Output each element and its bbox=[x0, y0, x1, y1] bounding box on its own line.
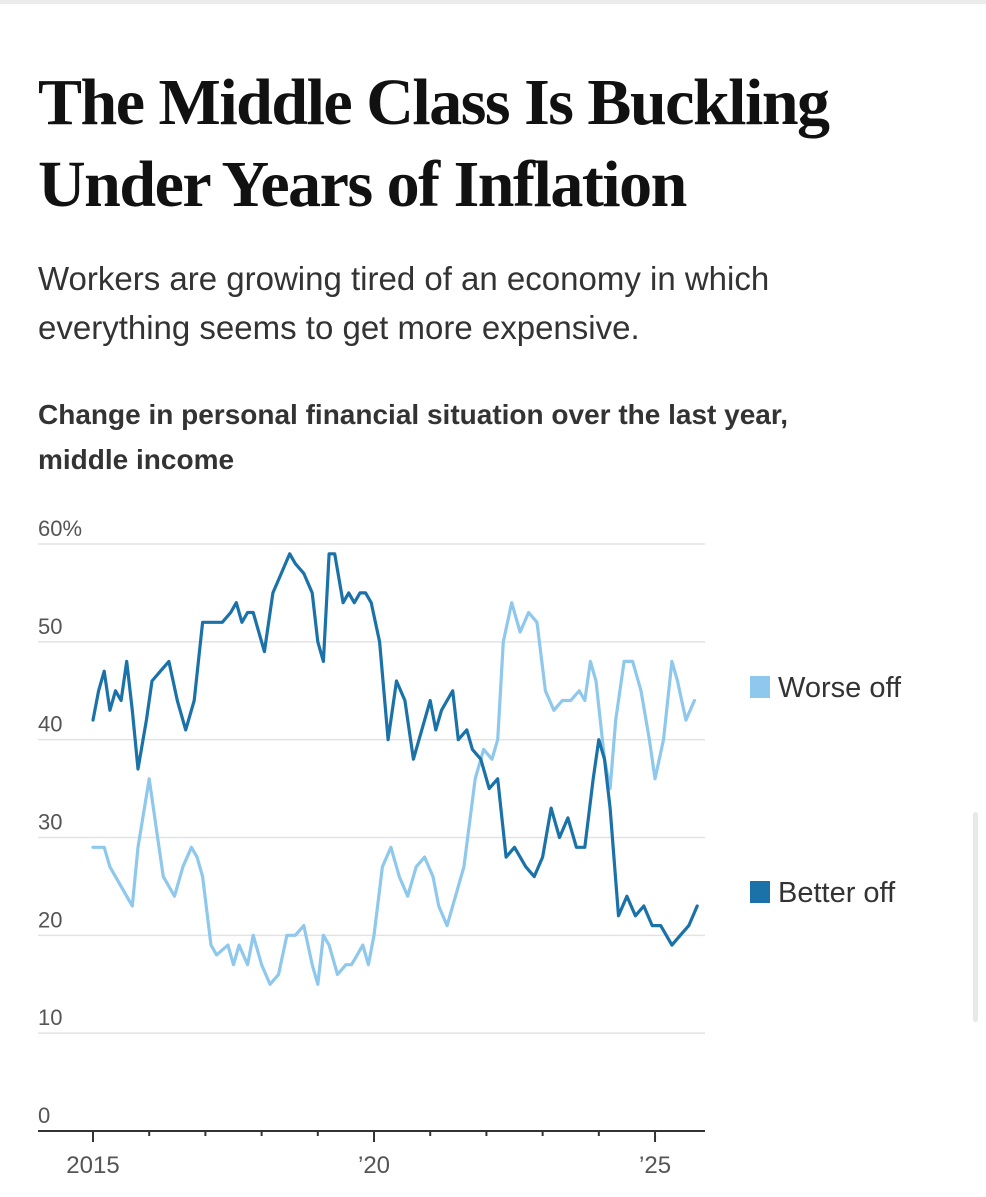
y-tick-label: 60% bbox=[38, 516, 82, 541]
headline-line: Under Years of Inflation bbox=[38, 148, 687, 221]
headline-line: The Middle Class Is Buckling bbox=[38, 66, 830, 139]
x-tick-label: ’25 bbox=[639, 1152, 671, 1179]
y-tick-label: 0 bbox=[38, 1103, 50, 1128]
series-line-better bbox=[91, 552, 699, 947]
dek-line: Workers are growing tired of an economy … bbox=[38, 260, 770, 297]
y-tick-label: 20 bbox=[38, 907, 62, 932]
x-axis: 2015 ’20 ’25 bbox=[38, 1130, 705, 1179]
legend-item-better: Better off bbox=[750, 877, 896, 909]
legend-swatch bbox=[750, 676, 770, 698]
y-tick-label: 50 bbox=[38, 614, 62, 639]
chart-title: Change in personal financial situation o… bbox=[38, 392, 938, 482]
y-tick-label: 10 bbox=[38, 1005, 62, 1030]
series-line-worse bbox=[91, 601, 697, 986]
x-tick-label: 2015 bbox=[66, 1152, 119, 1179]
line-chart: 0 10 20 30 40 50 60% 2015 ’20 ’25 Worse off Bette… bbox=[38, 516, 902, 1179]
y-tick-label: 30 bbox=[38, 810, 62, 835]
chart-title-line: middle income bbox=[38, 444, 235, 475]
legend-label: Better off bbox=[778, 877, 896, 909]
legend-swatch bbox=[750, 881, 770, 903]
gridlines bbox=[38, 543, 705, 1034]
legend-item-worse: Worse off bbox=[750, 672, 902, 704]
legend-label: Worse off bbox=[778, 672, 902, 704]
dek-line: everything seems to get more expensive. bbox=[38, 309, 640, 346]
scrollbar[interactable] bbox=[973, 812, 978, 1022]
chart-title-line: Change in personal financial situation o… bbox=[38, 399, 788, 430]
dek: Workers are growing tired of an economy … bbox=[38, 254, 938, 352]
headline: The Middle Class Is Buckling Under Years… bbox=[38, 62, 938, 226]
y-tick-label: 40 bbox=[38, 712, 62, 737]
x-tick-label: ’20 bbox=[358, 1152, 390, 1179]
legend: Worse off Better off bbox=[750, 672, 902, 909]
y-axis-labels: 0 10 20 30 40 50 60% bbox=[38, 516, 82, 1128]
top-border bbox=[0, 0, 986, 4]
series-lines bbox=[91, 552, 699, 986]
